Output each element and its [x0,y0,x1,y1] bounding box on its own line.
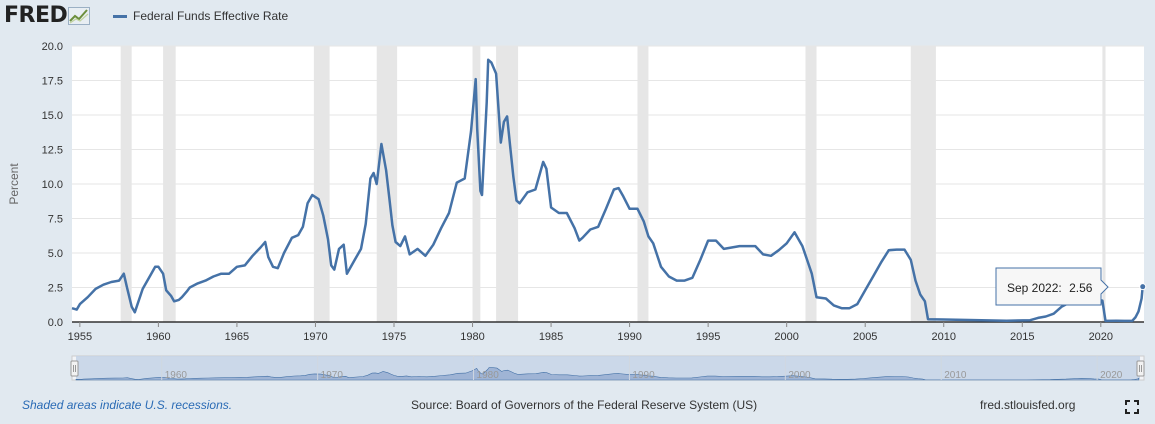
navigator[interactable]: 1960 1970 1980 1990 2000 2010 2020 [70,355,1145,381]
y-tick-label: 17.5 [42,76,63,88]
y-tick-label: 0.0 [48,317,63,329]
fred-chart-logo-icon [68,6,91,25]
navigator-tick-label: 2010 [944,370,967,381]
gridlines [72,45,1144,288]
legend-label: Federal Funds Effective Rate [133,9,289,23]
navigator-tick-label: 1960 [165,370,188,381]
svg-text:Sep 2022: 2.56: Sep 2022: 2.56 [1007,281,1093,295]
y-tick-label: 10.0 [42,179,63,191]
data-point-marker[interactable] [1139,283,1147,291]
tooltip-date: Sep 2022: [1007,281,1062,295]
navigator-tick-label: 1980 [477,370,500,381]
navigator-tick-label: 1990 [632,370,655,381]
series-line[interactable] [71,58,1144,323]
navigator-handle-left[interactable] [70,360,79,377]
chart-legend[interactable]: Federal Funds Effective Rate [113,9,288,23]
legend-swatch [113,14,127,18]
x-axis: 1955 1960 1965 1970 1975 1980 1985 1990 1995 2000… [68,321,1144,343]
site-link[interactable]: fred.stlouisfed.org [980,398,1076,412]
tooltip-value: 2.56 [1069,281,1093,295]
x-tick-label: 1975 [382,331,406,343]
y-tick-label: 15.0 [42,110,63,122]
x-tick-label: 1985 [539,331,563,343]
y-tick-label: 5.0 [48,248,63,260]
navigator-tick-label: 2000 [788,370,811,381]
y-tick-label: 2.5 [48,283,63,295]
y-tick-label: 7.5 [48,214,63,226]
x-tick-label: 2010 [931,331,955,343]
x-tick-label: 1960 [146,331,170,343]
y-tick-label: 20.0 [42,41,63,53]
series-layer [71,58,1147,323]
x-tick-label: 2020 [1089,331,1113,343]
x-tick-label: 2005 [853,331,877,343]
x-tick-label: 1965 [225,331,249,343]
y-axis-label: Percent [7,163,21,205]
x-tick-label: 1990 [617,331,641,343]
navigator-ticks: 1960 1970 1980 1990 2000 2010 2020 [161,356,1123,381]
x-tick-label: 1995 [696,331,720,343]
navigator-tick-label: 1970 [321,370,344,381]
navigator-tick-label: 2020 [1100,370,1123,381]
fullscreen-icon[interactable] [1125,400,1139,414]
chart-header: FRED Federal Funds Effective Rate [0,0,1155,36]
tooltip: Sep 2022: 2.56 [995,267,1109,306]
navigator-series [75,367,1140,381]
y-tick-label: 12.5 [42,145,63,157]
x-tick-label: 2000 [774,331,798,343]
y-axis: 0.0 2.5 5.0 7.5 10.0 12.5 15.0 17.5 20.0 [42,41,63,329]
x-tick-label: 1970 [303,331,327,343]
x-tick-label: 1980 [460,331,484,343]
navigator-handle-right[interactable] [1136,360,1145,377]
source-text: Source: Board of Governors of the Federa… [411,398,758,412]
x-tick-label: 1955 [68,331,92,343]
fred-logo[interactable]: FRED [4,3,91,28]
x-tick-label: 2015 [1010,331,1034,343]
logo-text: FRED [4,3,68,28]
recession-note: Shaded areas indicate U.S. recessions. [22,398,233,412]
